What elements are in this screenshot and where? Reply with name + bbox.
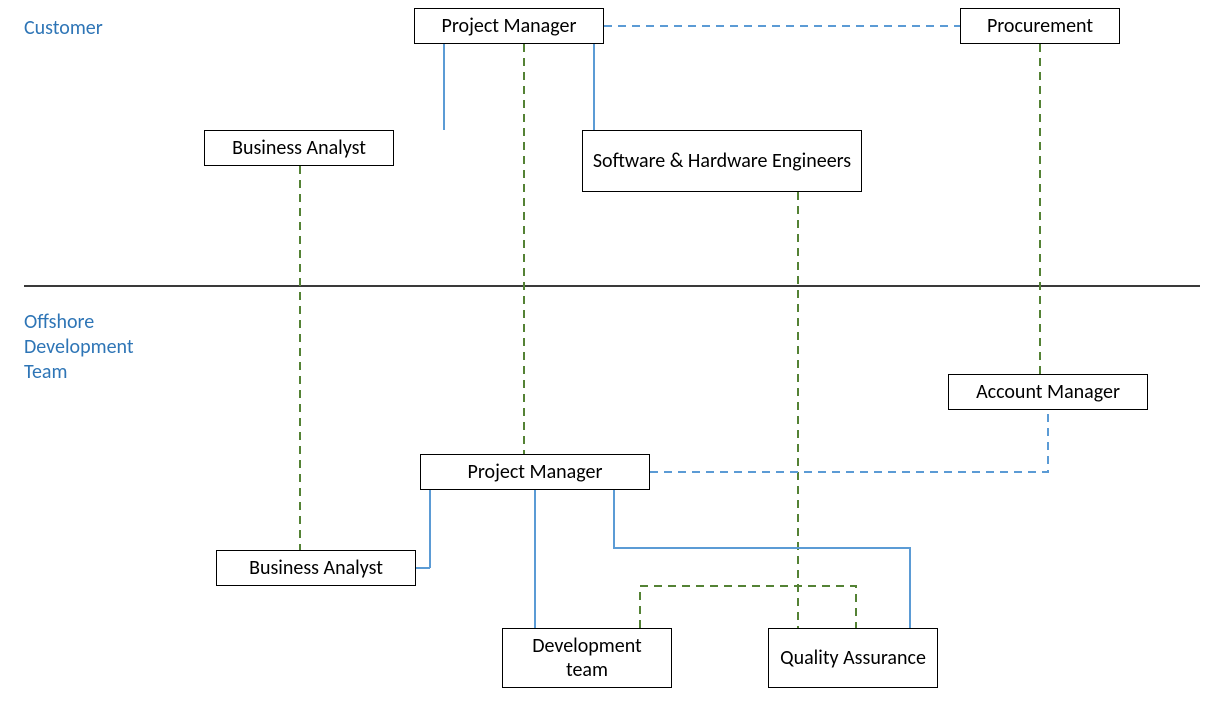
node-account-manager: Account Manager bbox=[948, 374, 1148, 410]
node-project-manager-bottom: Project Manager bbox=[420, 454, 650, 490]
node-software-hardware-engineers: Software & Hardware Engineers bbox=[582, 130, 862, 192]
node-quality-assurance: Quality Assurance bbox=[768, 628, 938, 688]
node-development-team: Development team bbox=[502, 628, 672, 688]
node-project-manager-top: Project Manager bbox=[414, 8, 604, 44]
node-business-analyst-top: Business Analyst bbox=[204, 130, 394, 166]
section-label-customer: Customer bbox=[24, 16, 103, 41]
node-business-analyst-bottom: Business Analyst bbox=[216, 550, 416, 586]
edges-layer bbox=[0, 0, 1221, 713]
node-procurement: Procurement bbox=[960, 8, 1120, 44]
section-label-offshore: OffshoreDevelopmentTeam bbox=[24, 310, 134, 385]
